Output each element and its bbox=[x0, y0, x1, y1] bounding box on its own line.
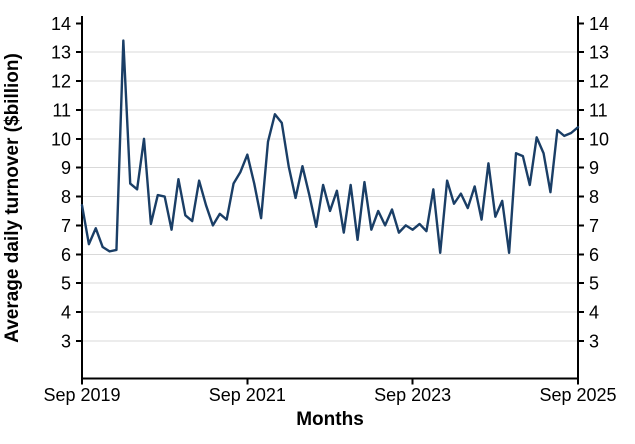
y-tick-label-left-12: 12 bbox=[51, 72, 71, 92]
tick-marks bbox=[76, 22, 584, 385]
y-tick-label-left-13: 13 bbox=[51, 43, 71, 63]
data-series bbox=[80, 39, 580, 255]
y-tick-label-right-12: 12 bbox=[589, 72, 609, 92]
y-tick-label-right-5: 5 bbox=[589, 274, 599, 294]
y-tick-label-left-6: 6 bbox=[61, 245, 71, 265]
y-tick-label-right-10: 10 bbox=[589, 129, 609, 149]
y-tick-label-right-6: 6 bbox=[589, 245, 599, 265]
axes bbox=[81, 16, 579, 380]
y-tick-label-right-3: 3 bbox=[589, 331, 599, 351]
y-tick-label-left-14: 14 bbox=[51, 14, 71, 34]
x-axis-title: Months bbox=[296, 409, 364, 430]
x-tick-label-2: Sep 2023 bbox=[374, 385, 451, 405]
y-tick-label-right-8: 8 bbox=[589, 187, 599, 207]
turnover-line bbox=[80, 39, 580, 255]
y-tick-label-left-10: 10 bbox=[51, 129, 71, 149]
y-tick-label-right-14: 14 bbox=[589, 14, 609, 34]
y-tick-label-left-11: 11 bbox=[52, 100, 71, 120]
y-tick-label-left-9: 9 bbox=[61, 158, 71, 178]
x-tick-label-3: Sep 2025 bbox=[539, 385, 616, 405]
y-axis-title: Average daily turnover ($billion) bbox=[2, 53, 23, 343]
tick-labels: 3 3 4 4 5 5 6 6 7 7 8 8 9 9 10 10 11 11 12 12 13 13 14 14 Sep 20… bbox=[43, 14, 616, 405]
y-tick-label-left-8: 8 bbox=[61, 187, 71, 207]
y-tick-label-left-5: 5 bbox=[61, 274, 71, 294]
y-tick-label-left-7: 7 bbox=[61, 216, 71, 236]
y-tick-label-left-4: 4 bbox=[61, 303, 71, 323]
y-tick-label-left-3: 3 bbox=[61, 331, 71, 351]
y-tick-label-right-4: 4 bbox=[589, 303, 599, 323]
y-tick-label-right-13: 13 bbox=[589, 43, 609, 63]
y-tick-label-right-9: 9 bbox=[589, 158, 599, 178]
y-tick-label-right-11: 11 bbox=[589, 100, 608, 120]
x-tick-label-1: Sep 2021 bbox=[209, 385, 286, 405]
x-tick-label-0: Sep 2019 bbox=[43, 385, 120, 405]
y-tick-label-right-7: 7 bbox=[589, 216, 599, 236]
